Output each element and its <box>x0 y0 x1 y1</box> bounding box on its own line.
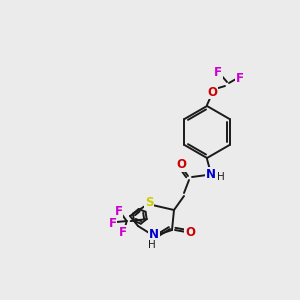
Text: O: O <box>207 85 217 98</box>
Text: O: O <box>185 226 195 238</box>
Text: S: S <box>145 196 153 209</box>
Text: F: F <box>236 71 244 85</box>
Text: F: F <box>115 205 123 218</box>
Text: F: F <box>119 226 127 238</box>
Text: H: H <box>217 172 225 182</box>
Text: N: N <box>206 167 216 181</box>
Text: F: F <box>214 65 222 79</box>
Text: N: N <box>149 227 159 241</box>
Text: F: F <box>109 217 117 230</box>
Text: H: H <box>148 240 156 250</box>
Text: O: O <box>176 158 186 172</box>
